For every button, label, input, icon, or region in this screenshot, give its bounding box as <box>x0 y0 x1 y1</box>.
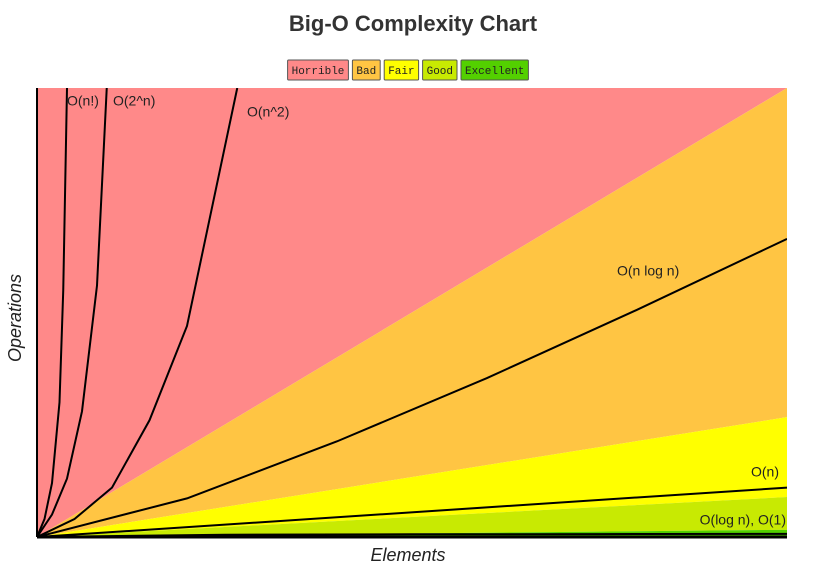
curve-label: O(log n), O(1) <box>700 512 786 528</box>
legend-label: Good <box>427 66 453 78</box>
zone <box>37 88 787 537</box>
legend-swatch <box>287 59 349 81</box>
curve-label: O(n log n) <box>617 263 679 279</box>
curve <box>37 88 68 537</box>
legend: Horrible Bad Fair Good Excellent <box>287 59 529 81</box>
curve-label: O(n) <box>751 464 779 480</box>
curve-label: O(n^2) <box>247 104 289 120</box>
x-axis-title: Elements <box>370 545 445 565</box>
y-axis-title: Operations <box>5 274 25 362</box>
legend-swatch <box>383 59 420 81</box>
zone <box>37 497 787 537</box>
legend-label: Fair <box>388 66 414 78</box>
curve-labels: O(n!) O(2^n) O(n^2) O(n log n) O(n) O(log n),… <box>67 93 786 528</box>
legend-label: Bad <box>356 66 376 78</box>
legend-swatch <box>422 59 458 81</box>
chart-title: Big-O Complexity Chart <box>289 11 538 36</box>
curve-label: O(2^n) <box>113 93 155 109</box>
zone <box>37 417 787 537</box>
curve <box>37 88 108 537</box>
curve <box>37 88 239 537</box>
legend-swatch <box>351 59 381 81</box>
legend-label: Horrible <box>292 66 345 78</box>
curve-label: O(n!) <box>67 93 99 109</box>
zones <box>37 88 787 537</box>
legend-swatch <box>460 59 529 81</box>
curve <box>37 237 787 537</box>
curves <box>37 88 787 537</box>
curve <box>37 486 787 537</box>
legend-label: Excellent <box>465 66 524 78</box>
zone <box>37 529 787 537</box>
